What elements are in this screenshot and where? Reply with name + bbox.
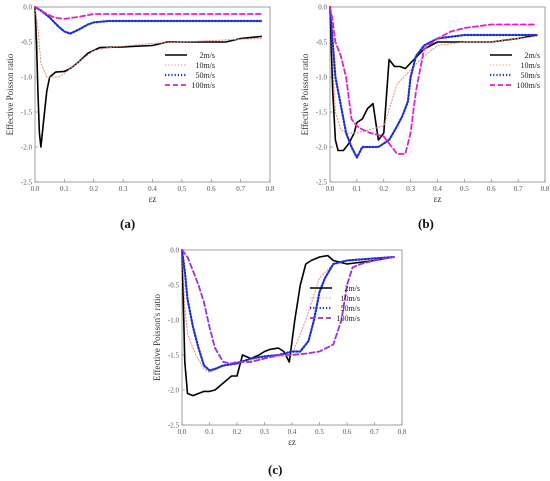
plot-frame: [329, 6, 546, 183]
x-tick-label: 0.7: [514, 185, 523, 193]
panel-label-c: (c): [268, 462, 283, 477]
y-tick-label: -1.0: [21, 74, 33, 82]
panel-label-b: (b): [418, 216, 434, 231]
x-tick-label: 0.0: [326, 185, 335, 193]
legend-label: 100m/s: [516, 81, 540, 90]
x-tick-label: 0.5: [460, 185, 469, 193]
series-line-100m-s: [181, 249, 395, 365]
y-tick-label: -2.0: [21, 144, 33, 152]
series-line-100m-s: [34, 6, 263, 20]
x-axis-title: εz: [149, 194, 157, 204]
x-tick-label: 0.4: [288, 428, 297, 436]
series-line-2m-s: [329, 6, 538, 152]
x-tick-label: 0.6: [487, 185, 496, 193]
legend-label: 10m/s: [195, 61, 215, 70]
y-tick-label: -2.5: [316, 179, 328, 187]
x-tick-label: 0.3: [119, 185, 128, 193]
panel-label-a: (a): [120, 216, 136, 231]
y-tick-label: -2.5: [21, 179, 33, 187]
y-tick-label: -2.0: [316, 144, 328, 152]
x-tick-label: 0.4: [148, 185, 157, 193]
y-tick-label: 0.0: [170, 247, 179, 255]
series-line-50m-s: [180, 248, 395, 372]
x-tick-label: 0.2: [89, 185, 98, 193]
legend-label: 100m/s: [336, 314, 360, 323]
x-tick-label: 0.5: [178, 185, 187, 193]
chart-b-svg: 0.0 0.1 0.2 0.3 0.4 0.5 0.6 0.7 0.8 0.0 -0.5 -1.0 -1…: [300, 4, 550, 205]
x-tick-label: 0.8: [398, 428, 407, 436]
x-tick-label: 0.1: [205, 428, 214, 436]
y-axis-title: Effective Poisson ratio: [300, 53, 310, 135]
y-axis-title: Effective Poisson ratio: [5, 53, 15, 135]
x-axis-title: εz: [434, 194, 442, 204]
y-tick-label: -2.0: [168, 387, 180, 395]
y-tick-label: -0.5: [316, 39, 328, 47]
y-tick-label: -1.5: [316, 109, 328, 117]
x-tick-label: 0.6: [343, 428, 352, 436]
series-line-50m-s: [33, 5, 263, 35]
x-tick-label: 0.8: [266, 185, 275, 193]
legend-label: 2m/s: [344, 284, 360, 293]
y-tick-label: -1.5: [168, 352, 180, 360]
y-tick-label: -0.5: [21, 39, 33, 47]
y-tick-label: -0.5: [168, 282, 180, 290]
chart-panel-a: 0.0 0.1 0.2 0.3 0.4 0.5 0.6 0.7 0.8 0.0 -0.5 -1.0 -1…: [0, 0, 275, 210]
x-tick-label: 0.3: [406, 185, 415, 193]
legend-label: 2m/s: [524, 51, 540, 60]
x-tick-label: 0.0: [31, 185, 40, 193]
x-tick-label: 0.5: [315, 428, 324, 436]
series-line-2m-s: [34, 6, 263, 148]
chart-panel-c: 0.0 0.1 0.2 0.3 0.4 0.5 0.6 0.7 0.8 0.0 -0.5 -1.0 -1…: [135, 238, 415, 453]
x-tick-label: 0.4: [433, 185, 442, 193]
chart-panel-b: 0.0 0.1 0.2 0.3 0.4 0.5 0.6 0.7 0.8 0.0 -0.5 -1.0 -1…: [275, 0, 550, 210]
x-tick-label: 0.2: [233, 428, 242, 436]
x-tick-label: 0.8: [541, 185, 550, 193]
y-tick-label: -1.5: [21, 109, 33, 117]
x-tick-label: 0.6: [207, 185, 216, 193]
legend-label: 2m/s: [199, 51, 215, 60]
chart-c-svg: 0.0 0.1 0.2 0.3 0.4 0.5 0.6 0.7 0.8 0.0 -0.5 -1.0 -1…: [152, 247, 407, 448]
chart-a-svg: 0.0 0.1 0.2 0.3 0.4 0.5 0.6 0.7 0.8 0.0 -0.5 -1.0 -1…: [5, 4, 275, 205]
series-line-50m-s: [328, 5, 538, 159]
series-line-10m-s: [34, 6, 262, 78]
legend-label: 10m/s: [520, 61, 540, 70]
x-tick-label: 0.7: [236, 185, 245, 193]
x-tick-label: 0.1: [60, 185, 69, 193]
series-line-10m-s: [329, 6, 538, 134]
y-tick-label: 0.0: [318, 4, 327, 12]
y-tick-label: 0.0: [23, 4, 32, 12]
x-tick-label: 0.0: [178, 428, 187, 436]
x-tick-label: 0.3: [260, 428, 269, 436]
x-tick-label: 0.1: [353, 185, 362, 193]
legend-label: 50m/s: [195, 71, 215, 80]
legend-label: 100m/s: [191, 81, 215, 90]
y-axis-title: Effective Poisson's ratio: [152, 294, 162, 381]
x-axis-title: εz: [288, 437, 296, 447]
x-tick-label: 0.7: [370, 428, 379, 436]
y-tick-label: -1.0: [168, 317, 180, 325]
y-tick-label: -1.0: [316, 74, 328, 82]
x-tick-label: 0.2: [379, 185, 388, 193]
legend-label: 50m/s: [520, 71, 540, 80]
y-tick-label: -2.5: [168, 422, 180, 430]
series-line-100m-s: [329, 6, 536, 155]
series-line-2m-s: [181, 249, 395, 397]
legend-label: 10m/s: [340, 294, 360, 303]
legend-label: 50m/s: [340, 304, 360, 313]
